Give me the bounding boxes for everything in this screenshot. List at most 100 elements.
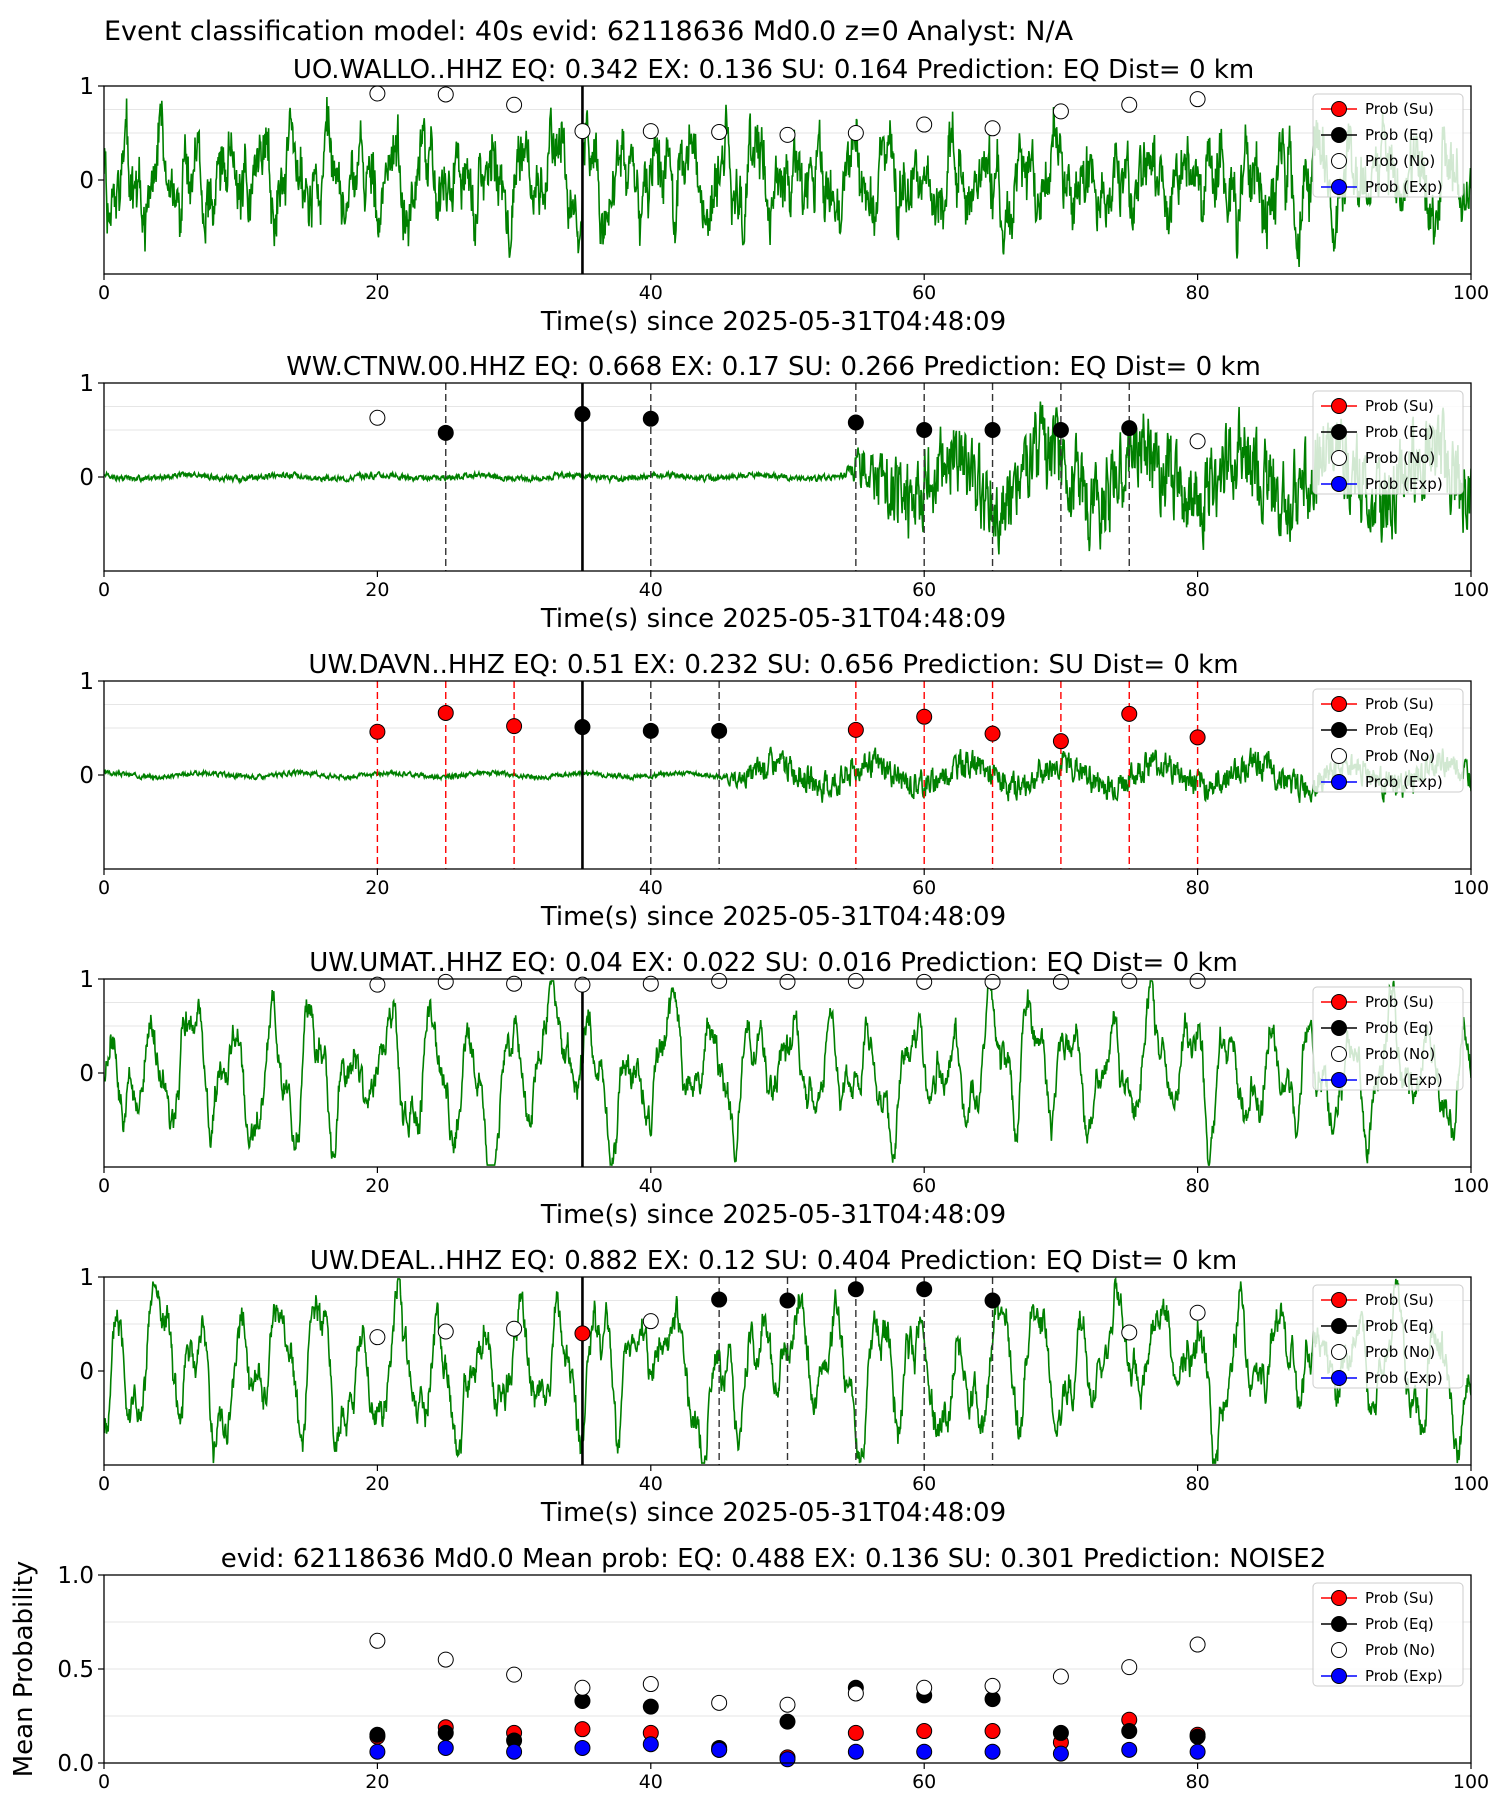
prob-point-no (779, 973, 796, 990)
y-tick-label: 0 (79, 465, 94, 491)
legend-marker-su (1331, 398, 1347, 414)
mean-point-no (1121, 1659, 1138, 1676)
mean-point-no (779, 1696, 796, 1713)
mean-point-su (574, 1721, 591, 1738)
legend-marker-su (1331, 101, 1347, 117)
y-tick-label: 1.0 (57, 1563, 94, 1589)
waveform-trace (104, 980, 1471, 1166)
mean-point-exp (711, 1741, 728, 1758)
mean-point-exp (642, 1736, 659, 1753)
prob-point-su (574, 1325, 591, 1342)
x-tick-label: 0 (98, 1771, 110, 1793)
mean-point-exp (506, 1743, 523, 1760)
legend-label-exp: Prob (Exp) (1365, 1369, 1443, 1387)
x-tick-label: 60 (912, 1175, 936, 1197)
prob-point-no (642, 123, 659, 140)
prob-point-no (1121, 972, 1138, 989)
prob-point-eq (984, 1292, 1001, 1309)
x-tick-label: 0 (98, 282, 110, 304)
legend-marker-eq (1331, 127, 1347, 143)
prob-point-su (1189, 729, 1206, 746)
mean-point-no (847, 1685, 864, 1702)
legend-label-no: Prob (No) (1365, 152, 1435, 170)
legend-label-exp: Prob (Exp) (1365, 475, 1443, 493)
mean-point-exp (916, 1743, 933, 1760)
x-tick-label: 0 (98, 877, 110, 899)
mean-point-exp (1189, 1743, 1206, 1760)
prob-point-no (1052, 973, 1069, 990)
prob-point-no (1189, 1304, 1206, 1321)
panel-title: UO.WALLO..HHZ EQ: 0.342 EX: 0.136 SU: 0.… (293, 55, 1254, 85)
x-tick-label: 20 (365, 877, 389, 899)
x-axis-label: Time(s) since 2025-05-31T04:48:09 (540, 902, 1006, 932)
legend-label-no: Prob (No) (1365, 1343, 1435, 1361)
mean-point-no (506, 1666, 523, 1683)
legend-label-su: Prob (Su) (1365, 100, 1434, 118)
prob-point-no (984, 973, 1001, 990)
legend-marker-su (1331, 994, 1347, 1010)
legend-label-exp: Prob (Exp) (1365, 1667, 1443, 1685)
legend-label-su: Prob (Su) (1365, 397, 1434, 415)
prob-point-eq (847, 414, 864, 431)
prob-point-eq (984, 422, 1001, 438)
prob-point-eq (711, 1291, 728, 1308)
y-tick-label: 0 (79, 1061, 94, 1087)
mean-point-no (984, 1677, 1001, 1694)
legend-marker-eq (1331, 1020, 1347, 1036)
legend-label-su: Prob (Su) (1365, 1589, 1434, 1607)
prob-point-su (1052, 733, 1069, 750)
prob-point-no (506, 1320, 523, 1337)
legend-marker-exp (1331, 179, 1347, 195)
panel-title: evid: 62118636 Md0.0 Mean prob: EQ: 0.48… (221, 1544, 1327, 1574)
x-tick-label: 100 (1453, 579, 1489, 601)
x-tick-label: 60 (912, 282, 936, 304)
mean-point-exp (984, 1743, 1001, 1760)
legend-marker-exp (1331, 1668, 1347, 1684)
prob-point-no (1121, 96, 1138, 113)
mean-point-exp (1052, 1745, 1069, 1762)
legend-marker-exp (1331, 476, 1347, 492)
prob-point-no (779, 126, 796, 143)
x-tick-label: 100 (1453, 1473, 1489, 1495)
panel-title: UW.DAVN..HHZ EQ: 0.51 EX: 0.232 SU: 0.65… (308, 650, 1238, 680)
mean-point-exp (1121, 1741, 1138, 1758)
x-tick-label: 20 (365, 1175, 389, 1197)
legend-label-eq: Prob (Eq) (1365, 1019, 1434, 1037)
mean-point-eq (779, 1713, 796, 1730)
prob-point-no (369, 409, 386, 426)
x-tick-label: 80 (1186, 1771, 1210, 1793)
panel-2: WW.CTNW.00.HHZ EQ: 0.668 EX: 0.17 SU: 0.… (79, 352, 1489, 634)
mean-point-no (574, 1679, 591, 1696)
prob-point-eq (1121, 420, 1138, 437)
panels: UO.WALLO..HHZ EQ: 0.342 EX: 0.136 SU: 0.… (9, 55, 1489, 1793)
panel-5: UW.DEAL..HHZ EQ: 0.882 EX: 0.12 SU: 0.40… (79, 1246, 1489, 1528)
prob-point-no (711, 124, 728, 141)
y-tick-label: 1 (79, 74, 94, 100)
prob-point-eq (916, 422, 933, 438)
x-tick-label: 40 (639, 1771, 663, 1793)
legend-label-eq: Prob (Eq) (1365, 721, 1434, 739)
y-tick-label: 0 (79, 1359, 94, 1385)
mean-point-no (437, 1651, 454, 1668)
legend-label-exp: Prob (Exp) (1365, 1071, 1443, 1089)
prob-point-eq (847, 1281, 864, 1298)
y-tick-label: 1 (79, 669, 94, 695)
prob-point-no (642, 1313, 659, 1330)
mean-point-no (711, 1694, 728, 1711)
legend-label-exp: Prob (Exp) (1365, 773, 1443, 791)
x-tick-label: 80 (1186, 579, 1210, 601)
legend-label-eq: Prob (Eq) (1365, 423, 1434, 441)
x-tick-label: 20 (365, 1771, 389, 1793)
legend-marker-no (1331, 748, 1347, 764)
legend-label-su: Prob (Su) (1365, 695, 1434, 713)
prob-point-no (574, 123, 591, 140)
legend-marker-su (1331, 696, 1347, 712)
x-tick-label: 100 (1453, 877, 1489, 899)
legend-label-exp: Prob (Exp) (1365, 178, 1443, 196)
prob-point-su (506, 718, 523, 735)
x-tick-label: 20 (365, 282, 389, 304)
waveform-trace (104, 96, 1471, 268)
legend-box (1312, 688, 1464, 793)
x-tick-label: 20 (365, 579, 389, 601)
y-tick-label: 1 (79, 967, 94, 993)
